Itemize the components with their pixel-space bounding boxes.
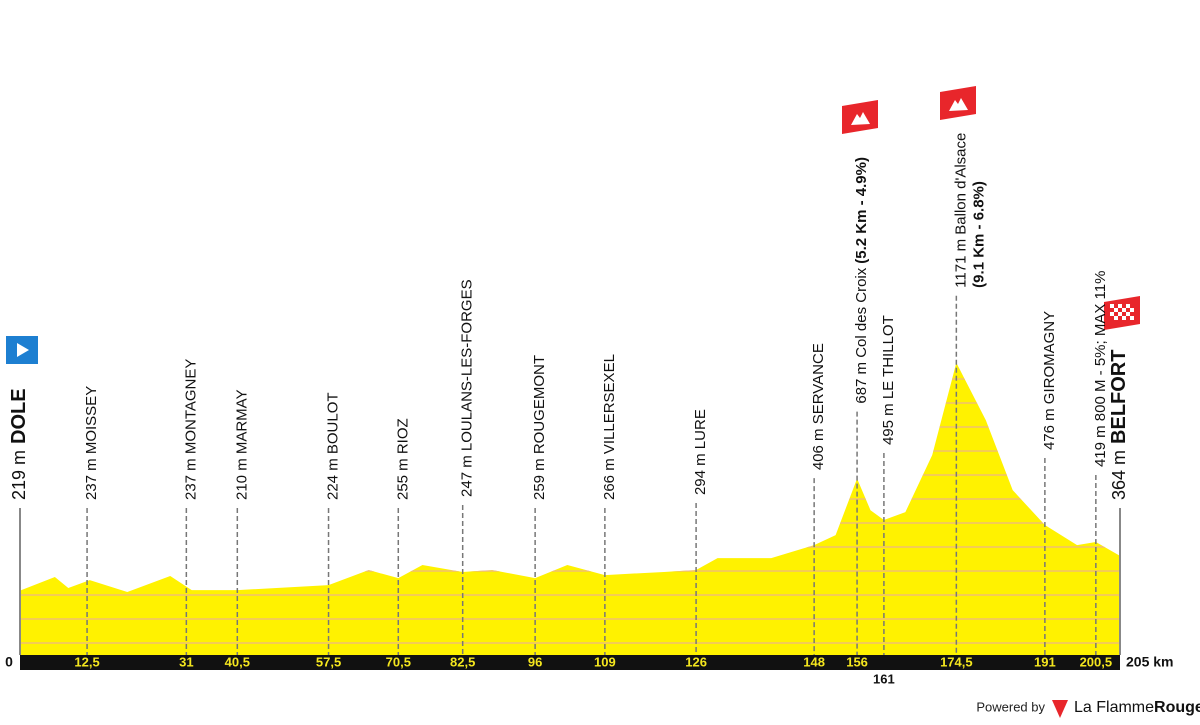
powered-by: Powered by — [976, 699, 1045, 714]
waypoint-name: 224 m BOULOT — [325, 392, 342, 500]
waypoint-name: 406 m SERVANCE — [810, 343, 827, 470]
waypoint-label: 210 m MARMAY — [233, 389, 250, 500]
km-label: 156 — [846, 654, 868, 669]
x-tick-label: 0 — [5, 654, 13, 670]
waypoint-label: 247 m LOULANS-LES-FORGES — [459, 279, 476, 497]
waypoint-detail: (9.1 Km - 6.8%) — [970, 181, 987, 288]
finish-name: BELFORT — [1108, 350, 1130, 444]
km-label: 96 — [528, 654, 542, 669]
footer: Powered by La FlammeRouge — [976, 699, 1200, 718]
waypoint-name: 419 m 800 M - 5%; MAX 11% — [1092, 271, 1109, 467]
waypoint-name: 495 m LE THILLOT — [880, 315, 897, 445]
waypoint-name: 1171 m Ballon d'Alsace — [952, 133, 969, 288]
waypoint-detail: (5.2 Km - 4.9%) — [853, 157, 870, 264]
start-name: DOLE — [8, 388, 30, 444]
km-label: 109 — [594, 654, 616, 669]
waypoint-label: 294 m LURE — [692, 409, 709, 495]
waypoint-name: 687 m Col des Croix — [853, 267, 870, 403]
km-label: 126 — [685, 654, 707, 669]
waypoint-name: 266 m VILLERSEXEL — [601, 354, 618, 500]
waypoint-name: 476 m GIROMAGNY — [1041, 311, 1058, 450]
km-label: 57,5 — [316, 654, 341, 669]
waypoint-name: 210 m MARMAY — [233, 389, 250, 500]
km-label: 191 — [1034, 654, 1056, 669]
km-label: 200,5 — [1080, 654, 1113, 669]
logo — [1052, 700, 1068, 718]
km-label: 12,5 — [74, 654, 99, 669]
km-label: 70,5 — [386, 654, 411, 669]
waypoint-label: 237 m MOISSEY — [83, 386, 100, 500]
waypoint-label: 224 m BOULOT — [325, 392, 342, 500]
waypoint-name: 259 m ROUGEMONT — [531, 355, 548, 500]
finish-label: 364 m BELFORT — [1108, 350, 1130, 500]
waypoint-label: 266 m VILLERSEXEL — [601, 354, 618, 500]
brand-bold: Rouge — [1154, 699, 1200, 716]
waypoint-label: 255 m RIOZ — [394, 418, 411, 500]
waypoint-label: 406 m SERVANCE — [810, 343, 827, 470]
waypoint-label: 259 m ROUGEMONT — [531, 355, 548, 500]
km-label: 174,5 — [940, 654, 973, 669]
waypoint-name: 247 m LOULANS-LES-FORGES — [459, 279, 476, 497]
profile-area — [20, 362, 1120, 655]
waypoint-name: 294 m LURE — [692, 409, 709, 495]
mountain-flag — [842, 100, 878, 134]
km-label: 40,5 — [225, 654, 250, 669]
distance-bar — [20, 655, 1120, 670]
plot: 0 205 km 219 m DOLE 364 m BELFORT 237 m MOISSE… — [5, 133, 1173, 687]
start-elevation: 219 m — [9, 450, 29, 500]
km-label: 161 — [873, 671, 895, 686]
waypoint-label: 476 m GIROMAGNY — [1041, 311, 1058, 450]
waypoint-label: 495 m LE THILLOT — [880, 315, 897, 445]
waypoint-label: 237 m MONTAGNEY — [182, 359, 199, 500]
waypoint-label: 687 m Col des Croix (5.2 Km - 4.9%) — [853, 157, 870, 404]
waypoint-name: 237 m MONTAGNEY — [182, 359, 199, 500]
km-label: 82,5 — [450, 654, 475, 669]
km-label: 148 — [803, 654, 825, 669]
x-tick-label: 205 km — [1126, 654, 1173, 670]
mountain-flag — [940, 86, 976, 120]
brand: La FlammeRouge — [1074, 699, 1200, 716]
waypoint-name: 255 m RIOZ — [394, 418, 411, 500]
waypoint-label: 419 m 800 M - 5%; MAX 11% — [1092, 271, 1109, 467]
finish-elevation: 364 m — [1109, 450, 1129, 500]
waypoint-name: 237 m MOISSEY — [83, 386, 100, 500]
brand-light: La Flamme — [1074, 699, 1154, 716]
start-flag — [6, 336, 38, 364]
waypoint-label: 1171 m Ballon d'Alsace — [952, 133, 969, 288]
finish-flag — [1104, 296, 1140, 330]
start-label: 219 m DOLE — [8, 388, 30, 500]
km-label: 31 — [179, 654, 193, 669]
